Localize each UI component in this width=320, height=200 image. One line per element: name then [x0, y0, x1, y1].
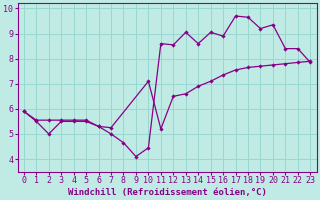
X-axis label: Windchill (Refroidissement éolien,°C): Windchill (Refroidissement éolien,°C) — [68, 188, 267, 197]
